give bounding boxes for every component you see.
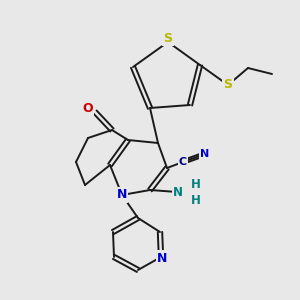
Text: S: S <box>224 79 232 92</box>
Text: N: N <box>117 188 127 202</box>
Text: N: N <box>200 149 210 159</box>
Text: H: H <box>191 194 201 206</box>
Text: C: C <box>179 157 187 167</box>
Text: S: S <box>164 32 172 44</box>
Text: N: N <box>173 185 183 199</box>
Text: N: N <box>157 251 167 265</box>
Text: O: O <box>83 101 93 115</box>
Text: H: H <box>191 178 201 191</box>
